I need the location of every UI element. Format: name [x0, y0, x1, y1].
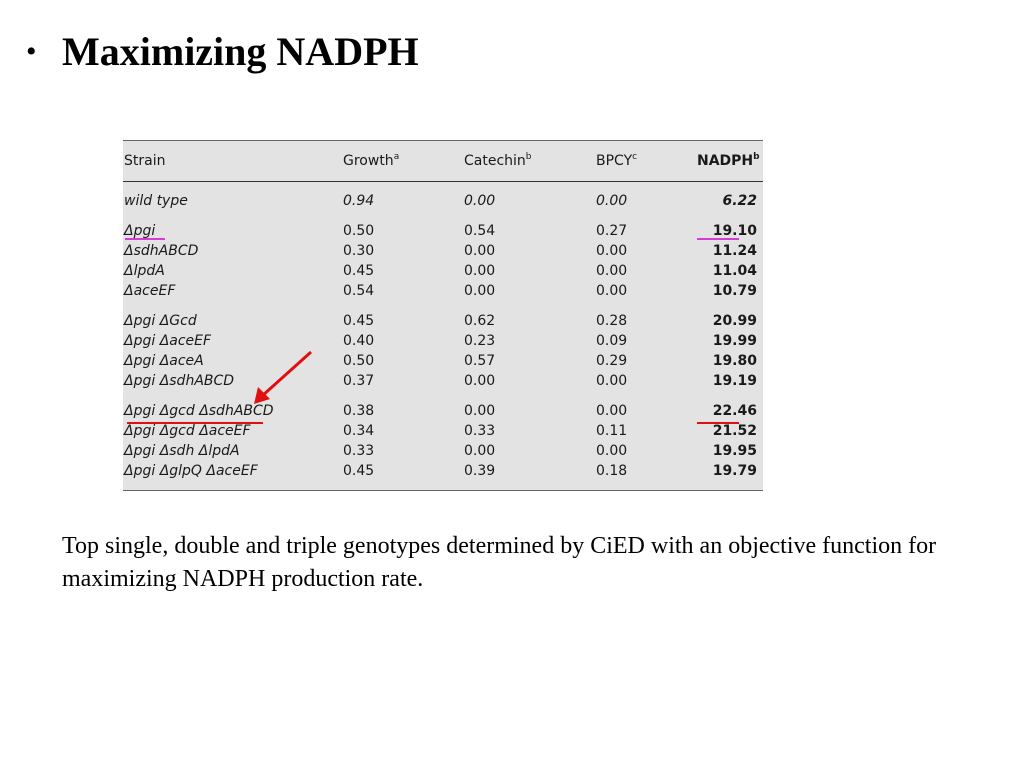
cell-nadph: 11.24	[712, 243, 757, 259]
cell-bpcy: 0.09	[596, 333, 628, 349]
cell-strain: ΔaceEF	[124, 283, 176, 299]
table-row: ΔaceEF 0.54 0.00 0.00 10.79	[123, 281, 763, 301]
table-row: Δpgi Δgcd ΔsdhABCD 0.38 0.00 0.00 22.46	[123, 401, 763, 421]
header-growth: Growtha	[343, 152, 400, 170]
cell-growth: 0.38	[343, 403, 375, 419]
cell-catechin: 0.23	[464, 333, 496, 349]
cell-nadph: 22.46	[712, 403, 757, 419]
header-bpcy: BPCYc	[596, 152, 638, 170]
cell-catechin: 0.54	[464, 223, 496, 239]
cell-nadph: 20.99	[712, 313, 757, 329]
slide-title: Maximizing NADPH	[62, 29, 419, 74]
cell-growth: 0.37	[343, 373, 375, 389]
cell-growth: 0.94	[343, 193, 375, 209]
cell-bpcy: 0.00	[596, 403, 628, 419]
cell-strain: Δpgi Δsdh ΔlpdA	[124, 443, 240, 459]
cell-strain: Δpgi ΔaceEF	[124, 333, 212, 349]
results-table: Strain Growtha Catechinb BPCYc NADPHb wi…	[123, 140, 763, 491]
cell-nadph: 19.80	[712, 353, 757, 369]
table-row: Δpgi Δgcd ΔaceEF 0.34 0.33 0.11 21.52	[123, 421, 763, 441]
cell-nadph: 19.19	[712, 373, 757, 389]
cell-catechin: 0.00	[464, 283, 496, 299]
cell-strain: wild type	[124, 193, 188, 209]
cell-nadph: 19.79	[712, 463, 757, 479]
cell-catechin: 0.62	[464, 313, 496, 329]
header-nadph: NADPHb	[697, 152, 760, 170]
cell-nadph: 19.10	[712, 223, 757, 239]
cell-nadph: 10.79	[712, 283, 757, 299]
table-row: ΔlpdA 0.45 0.00 0.00 11.04	[123, 261, 763, 281]
cell-catechin: 0.00	[464, 263, 496, 279]
cell-growth: 0.40	[343, 333, 375, 349]
cell-bpcy: 0.28	[596, 313, 628, 329]
table-row: Δpgi Δsdh ΔlpdA 0.33 0.00 0.00 19.95	[123, 441, 763, 461]
header-catechin: Catechinb	[464, 152, 532, 170]
cell-growth: 0.33	[343, 443, 375, 459]
cell-catechin: 0.33	[464, 423, 496, 439]
cell-bpcy: 0.00	[596, 373, 628, 389]
cell-strain: Δpgi ΔglpQ ΔaceEF	[124, 463, 258, 479]
table-row: ΔsdhABCD 0.30 0.00 0.00 11.24	[123, 241, 763, 261]
highlight-underline-nadph-22-46	[697, 422, 739, 424]
cell-growth: 0.50	[343, 353, 375, 369]
cell-strain: Δpgi ΔGcd	[124, 313, 197, 329]
cell-strain: ΔlpdA	[124, 263, 165, 279]
bullet: •	[26, 34, 37, 68]
cell-strain: Δpgi	[124, 223, 156, 239]
cell-strain: Δpgi ΔaceA	[124, 353, 204, 369]
cell-bpcy: 0.11	[596, 423, 628, 439]
cell-growth: 0.50	[343, 223, 375, 239]
cell-bpcy: 0.18	[596, 463, 628, 479]
cell-strain: Δpgi ΔsdhABCD	[124, 373, 235, 389]
cell-bpcy: 0.27	[596, 223, 628, 239]
cell-growth: 0.54	[343, 283, 375, 299]
table-row: wild type 0.94 0.00 0.00 6.22	[123, 191, 763, 211]
table-row: Δpgi ΔGcd 0.45 0.62 0.28 20.99	[123, 311, 763, 331]
cell-catechin: 0.00	[464, 373, 496, 389]
header-strain: Strain	[124, 153, 166, 169]
cell-strain: Δpgi Δgcd ΔsdhABCD	[124, 403, 274, 419]
cell-growth: 0.45	[343, 313, 375, 329]
table-row: Δpgi ΔglpQ ΔaceEF 0.45 0.39 0.18 19.79	[123, 461, 763, 481]
cell-bpcy: 0.29	[596, 353, 628, 369]
cell-bpcy: 0.00	[596, 443, 628, 459]
cell-bpcy: 0.00	[596, 283, 628, 299]
highlight-underline-pgi	[125, 238, 165, 240]
cell-strain: Δpgi Δgcd ΔaceEF	[124, 423, 251, 439]
cell-catechin: 0.00	[464, 193, 496, 209]
cell-catechin: 0.57	[464, 353, 496, 369]
slide-title-row: • Maximizing NADPH	[26, 28, 419, 75]
cell-catechin: 0.00	[464, 243, 496, 259]
cell-nadph: 19.95	[712, 443, 757, 459]
table-row: Δpgi 0.50 0.54 0.27 19.10	[123, 221, 763, 241]
cell-growth: 0.30	[343, 243, 375, 259]
cell-growth: 0.45	[343, 463, 375, 479]
cell-catechin: 0.39	[464, 463, 496, 479]
table-header: Strain Growtha Catechinb BPCYc NADPHb	[123, 141, 763, 182]
cell-bpcy: 0.00	[596, 193, 628, 209]
table-row: Δpgi ΔaceA 0.50 0.57 0.29 19.80	[123, 351, 763, 371]
cell-growth: 0.45	[343, 263, 375, 279]
cell-nadph: 21.52	[712, 423, 757, 439]
cell-bpcy: 0.00	[596, 243, 628, 259]
highlight-underline-nadph-19-10	[697, 238, 739, 240]
highlight-underline-triple-strain	[127, 422, 263, 424]
cell-strain: ΔsdhABCD	[124, 243, 199, 259]
cell-catechin: 0.00	[464, 403, 496, 419]
cell-catechin: 0.00	[464, 443, 496, 459]
cell-growth: 0.34	[343, 423, 375, 439]
cell-nadph: 11.04	[712, 263, 757, 279]
cell-bpcy: 0.00	[596, 263, 628, 279]
table-row: Δpgi ΔaceEF 0.40 0.23 0.09 19.99	[123, 331, 763, 351]
slide-caption: Top single, double and triple genotypes …	[62, 533, 937, 592]
cell-nadph: 19.99	[712, 333, 757, 349]
cell-nadph: 6.22	[722, 193, 757, 209]
table-row: Δpgi ΔsdhABCD 0.37 0.00 0.00 19.19	[123, 371, 763, 391]
